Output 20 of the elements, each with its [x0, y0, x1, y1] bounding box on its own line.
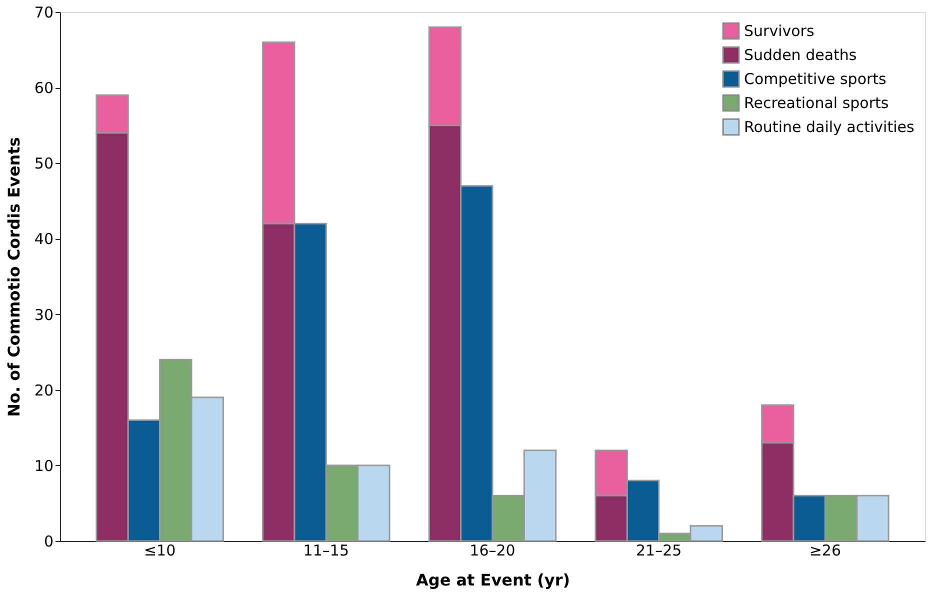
y-tick-label: 10: [34, 456, 54, 475]
legend-label: Sudden deaths: [744, 46, 857, 64]
y-axis-title: No. of Commotio Cordis Events: [4, 137, 24, 417]
legend-label: Routine daily activities: [744, 118, 914, 136]
x-axis-title: Age at Event (yr): [416, 570, 570, 590]
y-tick-label: 0: [44, 532, 54, 550]
y-tick-label: 60: [34, 79, 54, 98]
x-tick-label: ≥26: [809, 542, 842, 560]
y-tick-label: 50: [34, 154, 54, 173]
y-tick-label: 30: [34, 306, 54, 324]
legend-label: Competitive sports: [744, 70, 887, 88]
x-tick-label: 11–15: [303, 542, 349, 560]
y-tick-label: 20: [34, 381, 54, 400]
x-tick-label: ≤10: [144, 542, 176, 560]
legend-label: Survivors: [744, 22, 814, 40]
y-tick-label: 70: [34, 4, 54, 22]
x-tick-label: 16–20: [470, 542, 516, 560]
x-tick-label: 21–25: [636, 542, 682, 560]
y-tick-label: 40: [34, 230, 54, 248]
legend-label: Recreational sports: [744, 94, 889, 112]
